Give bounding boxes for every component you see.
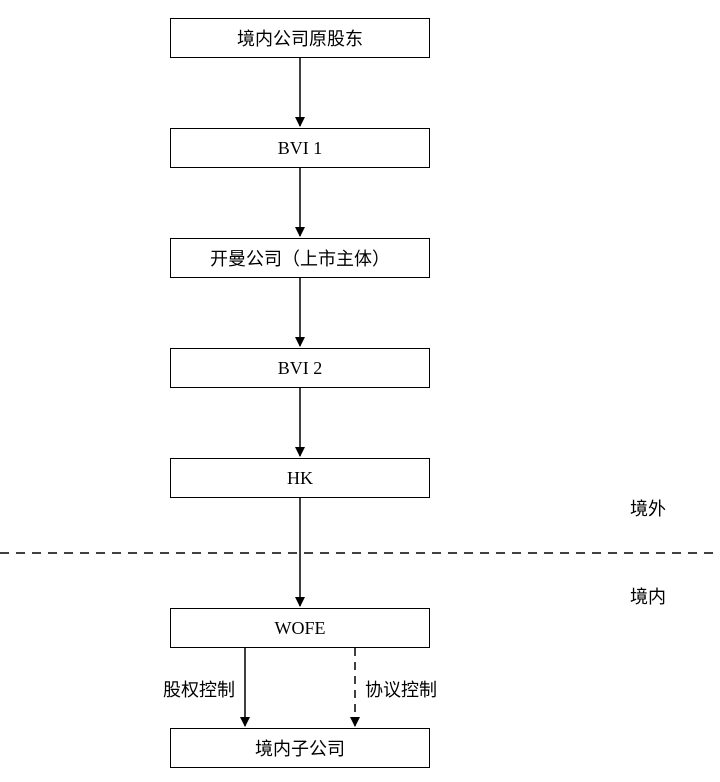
flow-node-n1: BVI 1 (170, 128, 430, 168)
edge-label: 股权控制 (163, 676, 235, 702)
region-label-outside: 境外 (630, 495, 666, 521)
flow-node-n5: WOFE (170, 608, 430, 648)
flow-node-n4: HK (170, 458, 430, 498)
flow-node-label: BVI 1 (278, 138, 323, 159)
flow-node-n0: 境内公司原股东 (170, 18, 430, 58)
flow-node-label: BVI 2 (278, 358, 323, 379)
region-label-inside: 境内 (630, 583, 666, 609)
flow-node-label: HK (287, 468, 313, 489)
flow-node-label: WOFE (275, 618, 326, 639)
flow-node-n2: 开曼公司（上市主体） (170, 238, 430, 278)
flow-node-label: 境内公司原股东 (237, 25, 363, 51)
flow-node-n6: 境内子公司 (170, 728, 430, 768)
flow-node-label: 境内子公司 (255, 735, 345, 761)
flow-node-n3: BVI 2 (170, 348, 430, 388)
flow-node-label: 开曼公司（上市主体） (210, 245, 390, 271)
edge-label: 协议控制 (365, 676, 437, 702)
